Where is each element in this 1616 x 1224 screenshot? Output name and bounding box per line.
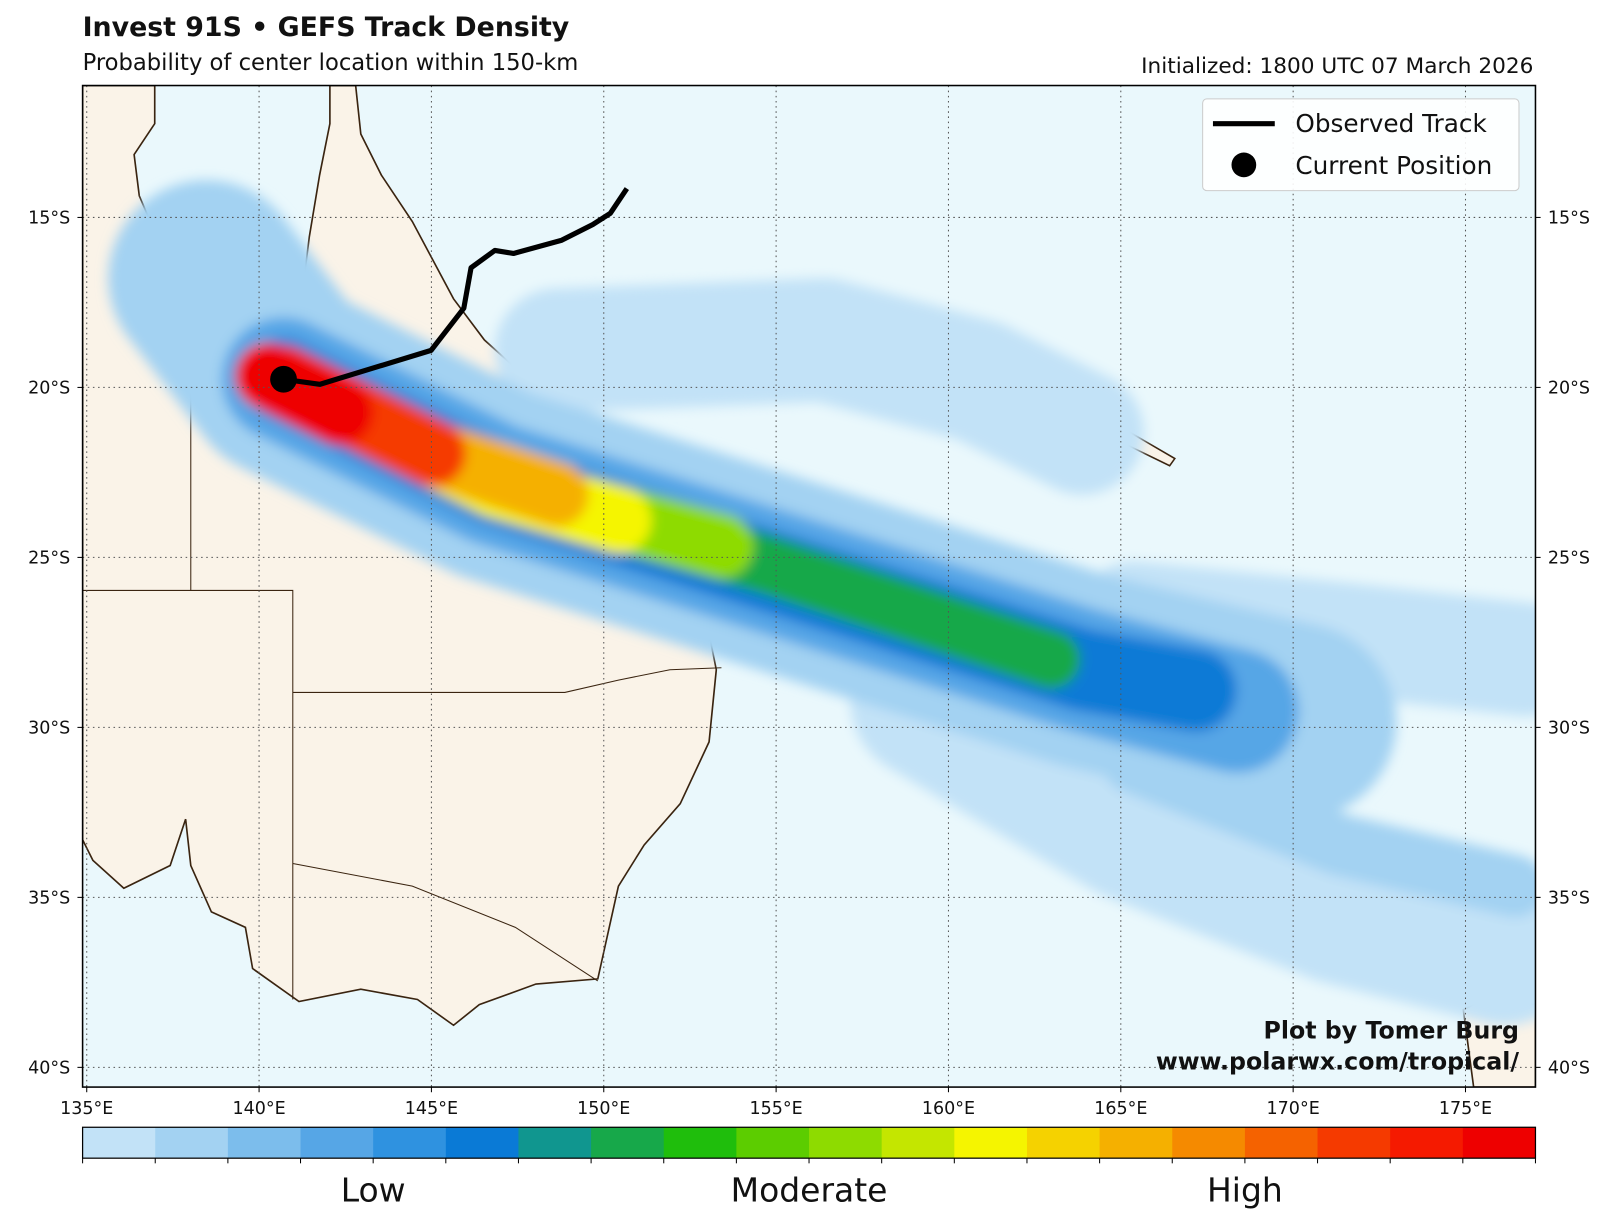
y-tick-label: 25°S — [28, 549, 70, 569]
state-borders — [82, 269, 722, 1000]
legend-label: Observed Track — [1295, 109, 1487, 138]
grid — [82, 85, 1536, 1088]
current-position — [270, 365, 297, 393]
colorbar-cell — [445, 1127, 519, 1159]
y-tick-label: 15°S — [28, 209, 70, 229]
colorbar-frame — [81, 1126, 1537, 1159]
legend-label: Current Position — [1295, 151, 1492, 180]
legend: Observed Track Current Position — [1202, 98, 1520, 192]
colorbar: Low Moderate High — [81, 1126, 1537, 1209]
colorbar-cell — [809, 1127, 883, 1159]
subtitle: Probability of center location within 15… — [83, 50, 579, 76]
y-tick-label: 30°S — [1548, 719, 1590, 739]
colorbar-cell — [1317, 1127, 1391, 1159]
x-tick-label: 175°E — [1439, 1099, 1492, 1119]
x-tick-label: 135°E — [60, 1099, 113, 1119]
colorbar-cell — [1099, 1127, 1173, 1159]
map-frame — [81, 84, 1537, 1088]
credit: Plot by Tomer Burg — [1263, 1017, 1519, 1045]
x-tick-label: 145°E — [405, 1099, 458, 1119]
y-tick-label: 30°S — [28, 719, 70, 739]
colorbar-cell — [227, 1127, 302, 1159]
colorbar-cell — [1026, 1127, 1101, 1159]
x-tick-label: 170°E — [1267, 1099, 1320, 1119]
colorbar-label: Low — [341, 1170, 406, 1209]
observed-track — [283, 187, 630, 387]
colorbar-cell — [300, 1127, 374, 1159]
colorbar-cell — [155, 1127, 229, 1159]
x-tick-label: 140°E — [232, 1099, 285, 1119]
colorbar-cell — [518, 1127, 592, 1159]
y-tick-label: 35°S — [28, 889, 70, 909]
y-tick-label: 35°S — [1548, 889, 1590, 909]
colorbar-cell — [736, 1127, 810, 1159]
legend-box — [1202, 98, 1520, 192]
init-time: Initialized: 1800 UTC 07 March 2026 — [1141, 54, 1533, 79]
y-tick-label: 20°S — [1548, 379, 1590, 399]
map-area — [82, 85, 1536, 1088]
colorbar-cell — [82, 1127, 156, 1159]
x-tick-label: 150°E — [577, 1099, 630, 1119]
y-tick-label: 15°S — [1548, 209, 1590, 229]
legend-dot — [1231, 152, 1257, 178]
colorbar-cell — [373, 1127, 447, 1159]
x-tick-label: 160°E — [922, 1099, 975, 1119]
x-tick-label: 165°E — [1094, 1099, 1147, 1119]
y-tick-label: 25°S — [1548, 549, 1590, 569]
colorbar-cell — [663, 1127, 737, 1159]
colorbar-label: Moderate — [731, 1170, 888, 1209]
colorbar-cell — [1390, 1127, 1464, 1159]
colorbar-label: High — [1207, 1170, 1283, 1209]
colorbar-cell — [881, 1127, 955, 1159]
x-tick-label: 155°E — [750, 1099, 803, 1119]
colorbar-cell — [1244, 1127, 1319, 1159]
colorbar-cell — [591, 1127, 665, 1159]
y-tick-label: 40°S — [1548, 1059, 1590, 1079]
y-tick-label: 40°S — [28, 1059, 70, 1079]
colorbar-cell — [1462, 1127, 1536, 1159]
colorbar-cell — [1172, 1127, 1246, 1159]
title: Invest 91S • GEFS Track Density — [83, 12, 570, 43]
density-plume — [108, 180, 1536, 1026]
credit: www.polarwx.com/tropical/ — [1156, 1048, 1519, 1076]
axes: 135°E 140°E 145°E 150°E 155°E 160°E 165°E 170°E… — [28, 209, 1590, 1119]
y-tick-label: 20°S — [28, 379, 70, 399]
track-layer — [270, 187, 630, 393]
colorbar-cell — [954, 1127, 1028, 1159]
